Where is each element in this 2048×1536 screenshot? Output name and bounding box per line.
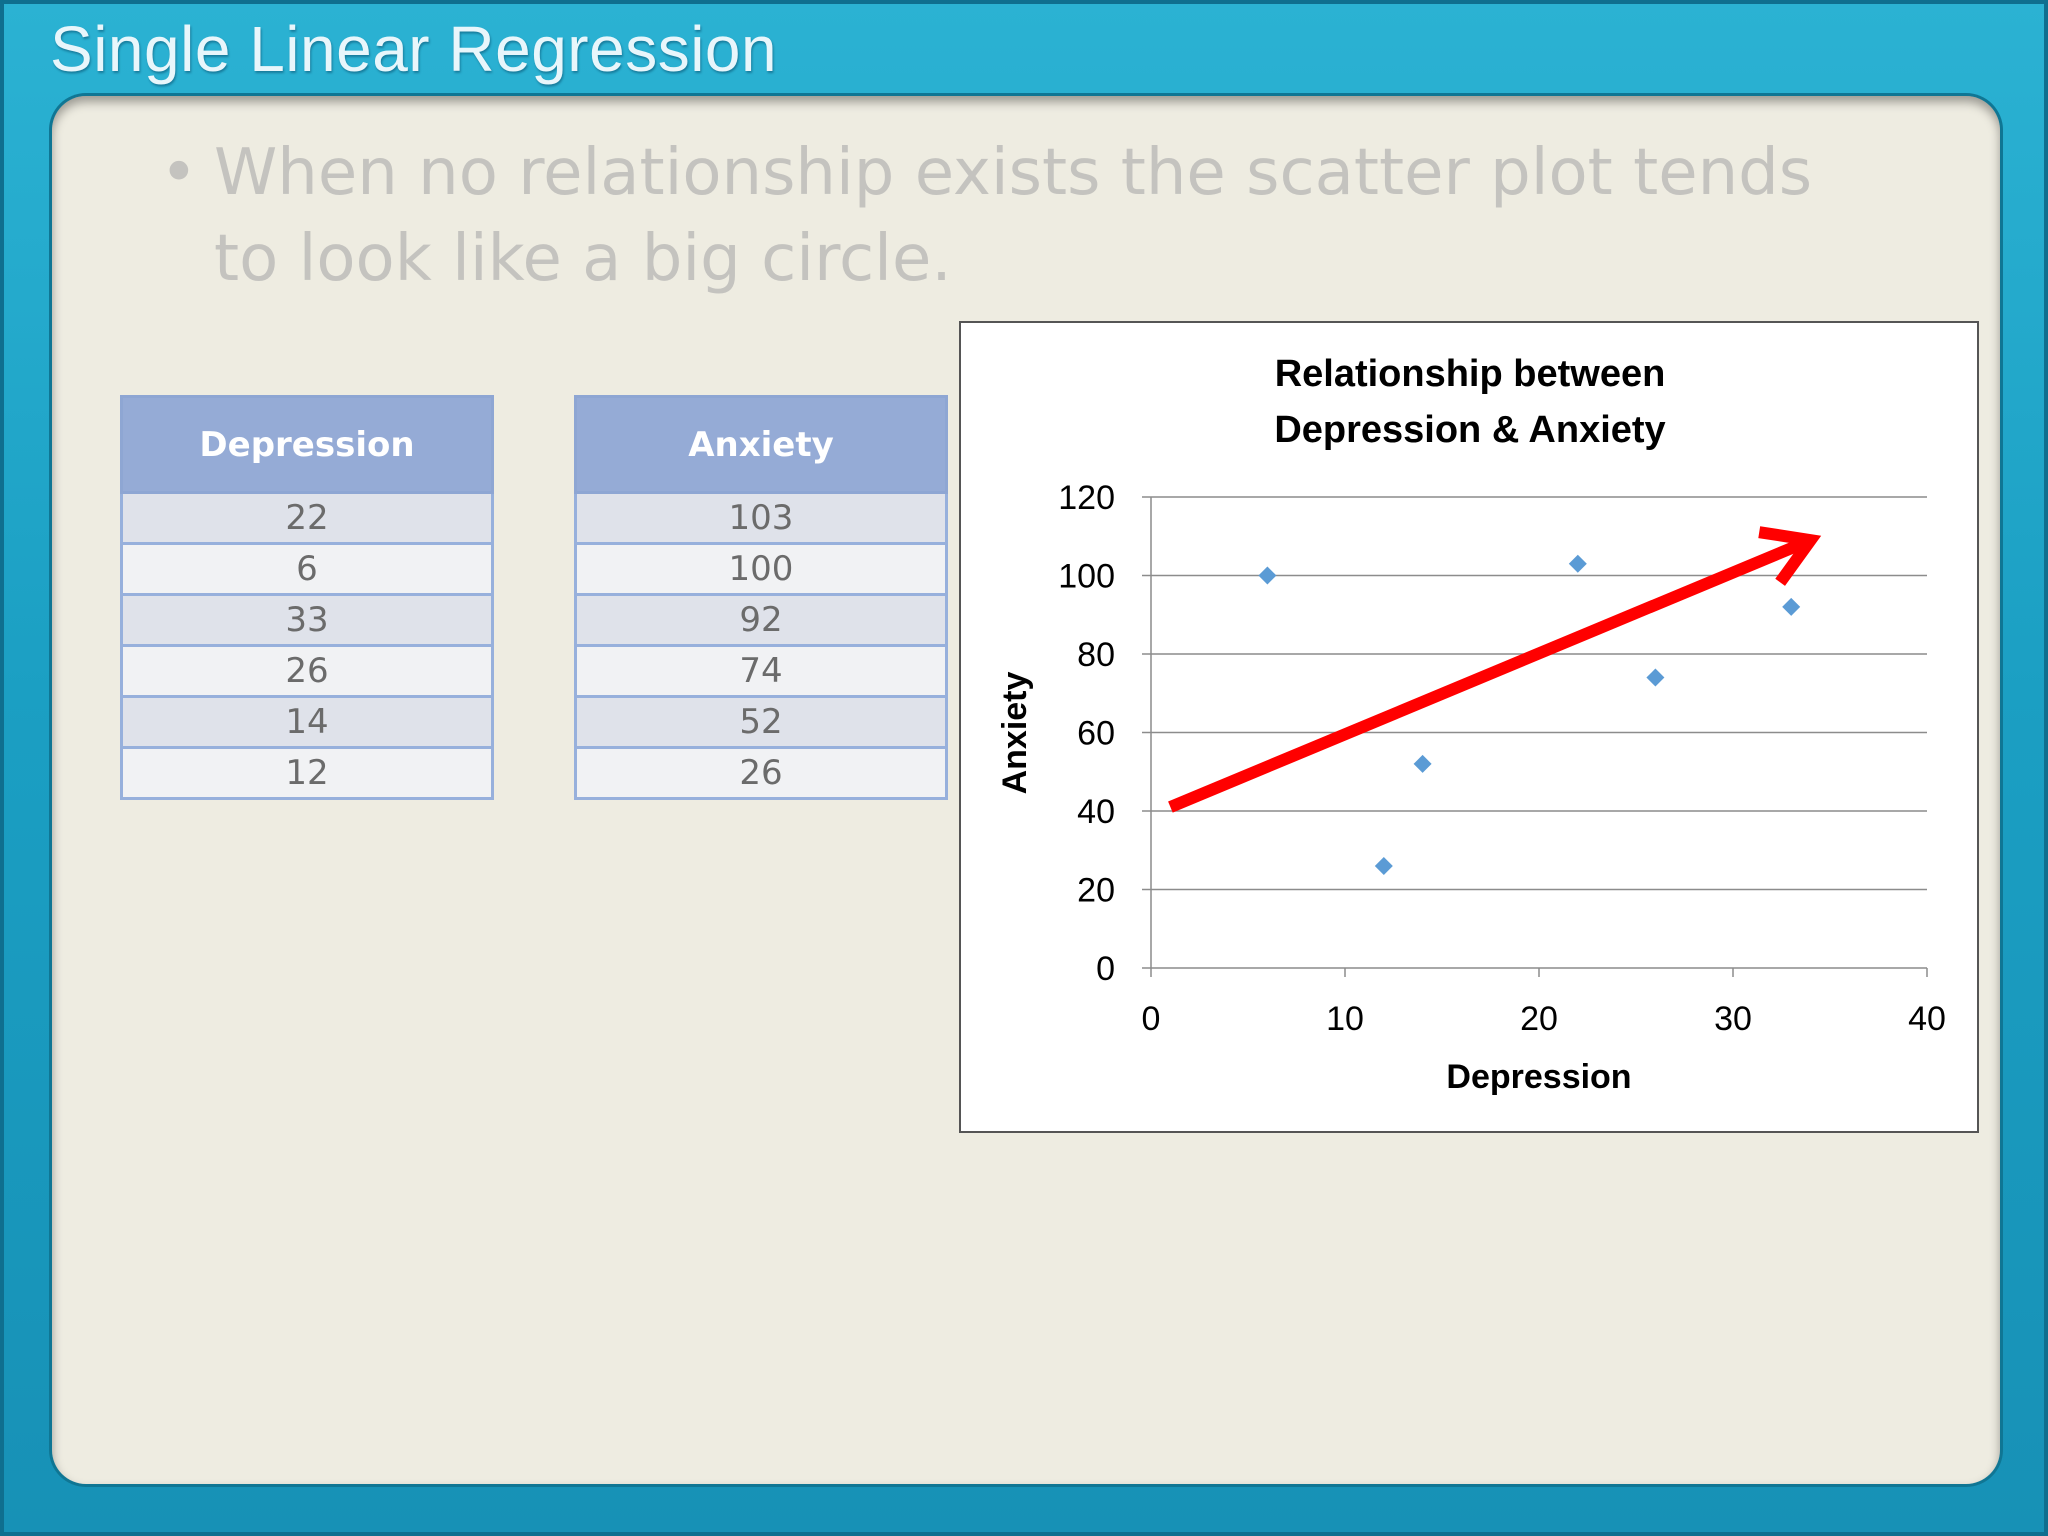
table-cell: 74: [574, 644, 948, 698]
table-row: 74: [574, 644, 948, 698]
bullet-text-block: • When no relationship exists the scatte…: [160, 130, 1860, 302]
x-tick-label: 0: [1142, 1000, 1161, 1038]
depression-table: Depression 22 6 33 26 14 12: [120, 395, 494, 800]
chart-title-line-1: Relationship between: [1275, 353, 1666, 395]
x-tick-label: 10: [1326, 1000, 1364, 1038]
table-cell: 100: [574, 542, 948, 596]
trend-arrow-head: [1758, 526, 1822, 586]
x-axis-label: Depression: [1446, 1058, 1631, 1096]
y-tick-label: 20: [1077, 872, 1115, 910]
data-point: [1646, 668, 1665, 687]
table-row: 26: [120, 644, 494, 698]
table-row: 6: [120, 542, 494, 596]
table-row: 26: [574, 746, 948, 800]
data-point: [1413, 754, 1432, 773]
table-row: 22: [120, 491, 494, 545]
y-tick-label: 120: [1058, 479, 1115, 517]
table-row: 103: [574, 491, 948, 545]
table-header-depression: Depression: [120, 395, 494, 494]
table-cell: 103: [574, 491, 948, 545]
table-cell: 26: [574, 746, 948, 800]
scatter-chart-svg: Relationship between Depression & Anxiet…: [996, 353, 1946, 1096]
y-tick-label: 40: [1077, 793, 1115, 831]
table-cell: 33: [120, 593, 494, 647]
table-cell: 12: [120, 746, 494, 800]
bullet-dot: •: [160, 136, 198, 210]
x-tick-label: 30: [1714, 1000, 1752, 1038]
data-point: [1258, 566, 1277, 585]
x-tick-label: 40: [1908, 1000, 1946, 1038]
trend-arrow-shaft: [1168, 537, 1806, 813]
data-point: [1782, 597, 1801, 616]
data-point: [1568, 554, 1587, 573]
table-cell: 6: [120, 542, 494, 596]
anxiety-table: Anxiety 103 100 92 74 52 26: [574, 395, 948, 800]
y-tick-label: 60: [1077, 715, 1115, 753]
bullet-text: When no relationship exists the scatter …: [214, 136, 1813, 296]
chart-title-line-2: Depression & Anxiety: [1274, 409, 1665, 451]
data-point: [1374, 856, 1393, 875]
table-row: 33: [120, 593, 494, 647]
table-cell: 14: [120, 695, 494, 749]
table-row: 92: [574, 593, 948, 647]
table-row: 52: [574, 695, 948, 749]
table-row: 100: [574, 542, 948, 596]
table-cell: 52: [574, 695, 948, 749]
table-cell: 22: [120, 491, 494, 545]
y-tick-label: 100: [1058, 558, 1115, 596]
chart-plot-area: 0 20 40 60 80 100 120 0 10 20 30 40: [1058, 479, 1946, 1038]
x-tick-label: 20: [1520, 1000, 1558, 1038]
slide-title: Single Linear Regression: [50, 13, 778, 85]
table-header-anxiety: Anxiety: [574, 395, 948, 494]
y-tick-label: 0: [1096, 950, 1115, 988]
y-axis-label: Anxiety: [996, 672, 1034, 795]
table-cell: 26: [120, 644, 494, 698]
table-row: 12: [120, 746, 494, 800]
scatter-chart: Relationship between Depression & Anxiet…: [959, 321, 1979, 1133]
y-tick-label: 80: [1077, 636, 1115, 674]
table-row: 14: [120, 695, 494, 749]
table-cell: 92: [574, 593, 948, 647]
